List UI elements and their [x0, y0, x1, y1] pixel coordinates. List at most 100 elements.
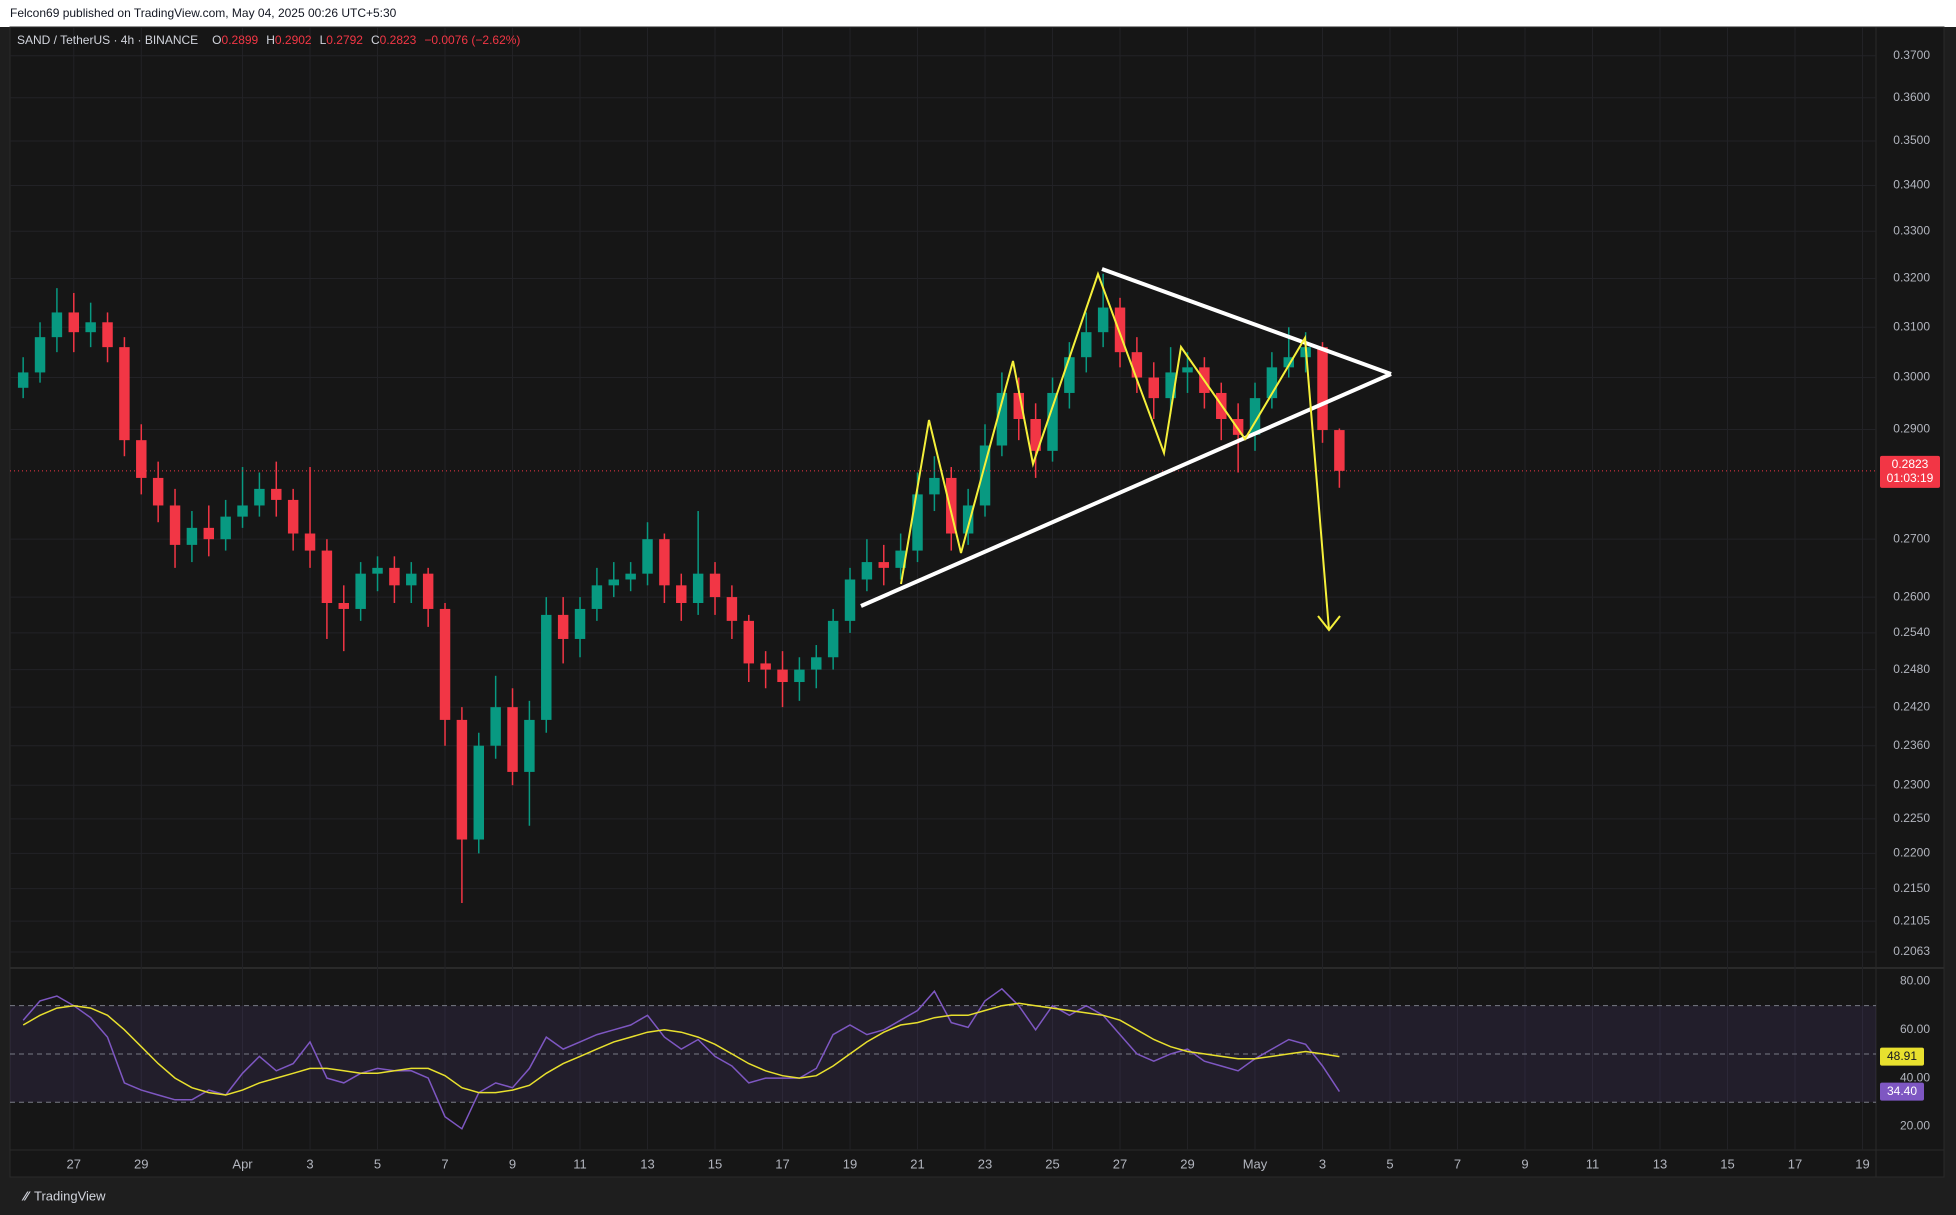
candle-body [777, 669, 788, 683]
candle-body [1081, 332, 1092, 358]
drawings [860, 267, 1392, 632]
candle-body [1182, 367, 1193, 373]
y-tick-label: 0.3500 [1893, 133, 1930, 147]
y-tick-label: 0.3700 [1893, 48, 1930, 62]
rsi-line [22, 987, 1341, 1130]
last-value-label: 48.91 [1887, 1049, 1917, 1063]
y-tick-label: 0.2420 [1893, 699, 1930, 713]
x-tick-label: 9 [509, 1156, 516, 1171]
y-tick-label: 0.2150 [1893, 881, 1930, 895]
x-tick-label: 17 [775, 1156, 789, 1171]
y-tick-label: 0.3000 [1893, 370, 1930, 384]
candle-body [254, 488, 265, 506]
candle-body [692, 573, 704, 604]
x-tick-label: 9 [1521, 1156, 1528, 1171]
last-value-box [1880, 1047, 1924, 1066]
ohlc-letter: H [266, 33, 275, 47]
y-tick-label: 0.2105 [1893, 913, 1930, 927]
candle-body [1030, 419, 1041, 451]
candle-body [406, 573, 417, 586]
ohlc-letter: L [320, 33, 327, 47]
x-tick-label: 19 [1855, 1156, 1869, 1171]
candle-body [676, 585, 687, 604]
y-tick-label: 0.3400 [1893, 178, 1930, 192]
candle-body [68, 312, 80, 333]
candle-body [929, 477, 940, 495]
candle-body [591, 585, 603, 609]
ohlc-letter: O [212, 33, 221, 47]
x-tick-label: 29 [1180, 1156, 1194, 1171]
candle-body [861, 562, 873, 580]
rsi-tick-label: 20.00 [1900, 1119, 1930, 1133]
arrow-head [1317, 615, 1341, 632]
candle-body [389, 567, 400, 586]
candle-body [102, 322, 113, 348]
brand: TradingView [34, 1188, 106, 1203]
y-tick-label: 0.3100 [1893, 319, 1930, 333]
y-tick-label: 0.2300 [1893, 777, 1930, 791]
candle-body [321, 550, 333, 604]
candle-body [422, 573, 434, 609]
y-tick-label: 0.2250 [1893, 811, 1930, 825]
x-tick-label: 19 [843, 1156, 857, 1171]
x-tick-label: 3 [1319, 1156, 1326, 1171]
candle-body [237, 505, 248, 517]
y-tick-label: 0.2900 [1893, 422, 1930, 436]
candle-body [220, 516, 231, 540]
candle-body [979, 445, 991, 506]
x-tick-label: 13 [640, 1156, 654, 1171]
y-tick-label: 0.2480 [1893, 662, 1930, 676]
candle-body [709, 573, 721, 598]
candle-body [355, 573, 366, 609]
x-tick-label: 27 [67, 1156, 81, 1171]
resistance-trendline [1101, 267, 1392, 376]
x-tick-label: 3 [306, 1156, 313, 1171]
support-trendline [860, 372, 1392, 608]
x-tick-label: 7 [1454, 1156, 1461, 1171]
candle-body [1114, 307, 1126, 353]
candle-body [1266, 367, 1278, 399]
candle-body [186, 527, 198, 545]
rsi-tick-label: 60.00 [1900, 1022, 1930, 1036]
candle-body [372, 567, 383, 574]
ohlc-value: 0.2823 [380, 33, 417, 47]
y-tick-label: 0.3300 [1893, 223, 1930, 237]
candle-body [1317, 347, 1328, 431]
candle-body [844, 579, 856, 621]
publisher-line: Felcon69 published on TradingView.com, M… [10, 6, 397, 20]
candle-body [912, 494, 923, 551]
y-tick-label: 0.2360 [1893, 738, 1930, 752]
y-tick-label: 0.3600 [1893, 90, 1930, 104]
x-tick-label: 11 [1586, 1156, 1600, 1171]
candle-body [136, 440, 147, 478]
candle-body [119, 347, 130, 441]
candle-body [760, 663, 771, 670]
y-tick-label: 0.2200 [1893, 846, 1930, 860]
candle-body [1232, 419, 1244, 435]
symbol: SAND / TetherUS · 4h · BINANCE [17, 33, 198, 47]
current-price-label: 0.2823 [1892, 457, 1929, 471]
countdown-label: 01:03:19 [1887, 471, 1934, 485]
candle-body [271, 488, 282, 500]
candle-body [996, 392, 1008, 446]
rsi-tick-label: 80.00 [1900, 974, 1930, 988]
candle-body [743, 620, 755, 664]
legend-line: SAND / TetherUS · 4h · BINANCE O0.2899 H0.… [17, 33, 520, 47]
ohlc-value: 0.2902 [275, 33, 312, 47]
rsi-band [10, 1005, 1876, 1103]
candle-body [203, 527, 215, 540]
x-tick-label: May [1243, 1156, 1268, 1171]
candle-body [287, 499, 299, 534]
x-tick-label: 15 [708, 1156, 722, 1171]
x-tick-label: 13 [1653, 1156, 1667, 1171]
candle-body [1334, 430, 1345, 471]
candle-body [17, 372, 29, 388]
candle-body [1047, 392, 1058, 451]
last-value-label: 34.40 [1887, 1084, 1917, 1098]
y-tick-label: 0.2600 [1893, 589, 1930, 603]
candle-body [304, 533, 316, 551]
candle-body [507, 707, 518, 772]
candle-body [439, 608, 451, 720]
candle-body [1131, 352, 1143, 378]
